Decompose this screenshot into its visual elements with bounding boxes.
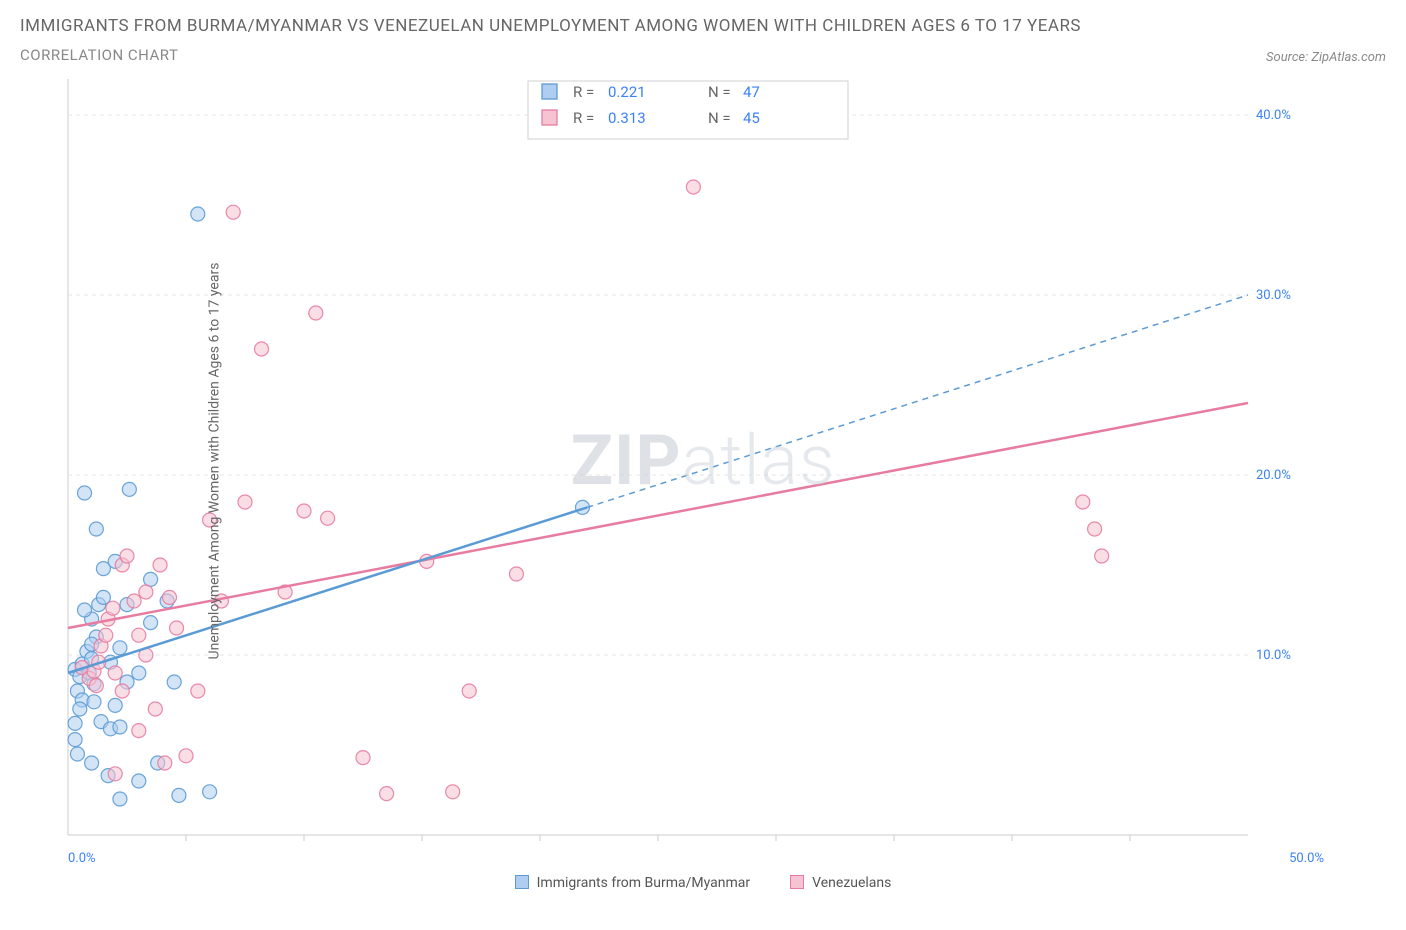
- chart-container: Unemployment Among Women with Children A…: [20, 71, 1386, 851]
- scatter-point: [113, 641, 127, 655]
- svg-text:N =: N =: [708, 109, 731, 127]
- scatter-point: [85, 756, 99, 770]
- svg-text:10.0%: 10.0%: [1256, 648, 1291, 663]
- svg-text:47: 47: [743, 83, 760, 101]
- scatter-point: [139, 585, 153, 599]
- scatter-point: [158, 756, 172, 770]
- scatter-point: [99, 628, 113, 642]
- scatter-point: [380, 787, 394, 801]
- svg-text:40.0%: 40.0%: [1256, 108, 1291, 123]
- svg-text:N =: N =: [708, 83, 731, 101]
- scatter-point: [89, 522, 103, 536]
- scatter-point: [127, 594, 141, 608]
- scatter-point: [144, 616, 158, 630]
- scatter-point: [1095, 549, 1109, 563]
- svg-text:30.0%: 30.0%: [1256, 288, 1291, 303]
- svg-text:0.313: 0.313: [608, 109, 646, 127]
- scatter-point: [226, 205, 240, 219]
- scatter-point: [509, 567, 523, 581]
- scatter-point: [203, 785, 217, 799]
- scatter-point: [108, 698, 122, 712]
- x-tick-label: 0.0%: [68, 851, 96, 866]
- legend-bottom: Immigrants from Burma/Myanmar Venezuelans: [20, 875, 1386, 891]
- legend-swatch: [515, 875, 529, 889]
- scatter-point: [78, 486, 92, 500]
- legend-item: Immigrants from Burma/Myanmar: [515, 875, 751, 891]
- scatter-point: [297, 504, 311, 518]
- scatter-point: [179, 749, 193, 763]
- scatter-point: [78, 603, 92, 617]
- scatter-point: [162, 590, 176, 604]
- scatter-point: [1088, 522, 1102, 536]
- scatter-point: [89, 679, 103, 693]
- scatter-point: [68, 716, 82, 730]
- trend-line-burma-dashed: [587, 295, 1248, 507]
- source-label: Source: ZipAtlas.com: [1266, 50, 1386, 65]
- scatter-point: [170, 621, 184, 635]
- x-axis-labels: 0.0% 50.0%: [68, 851, 1324, 871]
- scatter-point: [132, 666, 146, 680]
- scatter-point: [132, 724, 146, 738]
- y-axis-label: Unemployment Among Women with Children A…: [206, 263, 222, 660]
- x-tick-label: 50.0%: [1289, 851, 1324, 866]
- legend-label: Immigrants from Burma/Myanmar: [537, 875, 751, 891]
- scatter-point: [113, 720, 127, 734]
- scatter-point: [686, 180, 700, 194]
- scatter-point: [191, 207, 205, 221]
- scatter-point: [153, 558, 167, 572]
- scatter-point: [172, 788, 186, 802]
- scatter-point: [167, 675, 181, 689]
- scatter-point: [309, 306, 323, 320]
- scatter-point: [446, 785, 460, 799]
- scatter-point: [462, 684, 476, 698]
- svg-text:45: 45: [743, 109, 760, 127]
- scatter-point: [73, 702, 87, 716]
- legend-swatch: [790, 875, 804, 889]
- scatter-point: [108, 767, 122, 781]
- scatter-point: [148, 702, 162, 716]
- scatter-point: [144, 572, 158, 586]
- scatter-point: [87, 695, 101, 709]
- legend-item: Venezuelans: [790, 875, 891, 891]
- scatter-point: [115, 684, 129, 698]
- scatter-point: [122, 482, 136, 496]
- scatter-point: [70, 747, 84, 761]
- scatter-point: [108, 666, 122, 680]
- scatter-point: [238, 495, 252, 509]
- scatter-point: [113, 792, 127, 806]
- svg-text:20.0%: 20.0%: [1256, 468, 1291, 483]
- scatter-point: [191, 684, 205, 698]
- scatter-point: [321, 511, 335, 525]
- svg-text:R =: R =: [573, 83, 594, 101]
- scatter-point: [106, 601, 120, 615]
- svg-text:R =: R =: [573, 109, 594, 127]
- scatter-point: [68, 733, 82, 747]
- scatter-point: [120, 549, 134, 563]
- scatter-point: [255, 342, 269, 356]
- scatter-point: [356, 751, 370, 765]
- page-title: IMMIGRANTS FROM BURMA/MYANMAR VS VENEZUE…: [20, 16, 1081, 36]
- page-subtitle: CORRELATION CHART: [20, 46, 1081, 64]
- scatter-point: [1076, 495, 1090, 509]
- scatter-point: [132, 774, 146, 788]
- svg-text:0.221: 0.221: [608, 83, 646, 101]
- scatter-point: [132, 628, 146, 642]
- legend-label: Venezuelans: [812, 875, 891, 891]
- trend-line-venezuelans: [68, 403, 1248, 628]
